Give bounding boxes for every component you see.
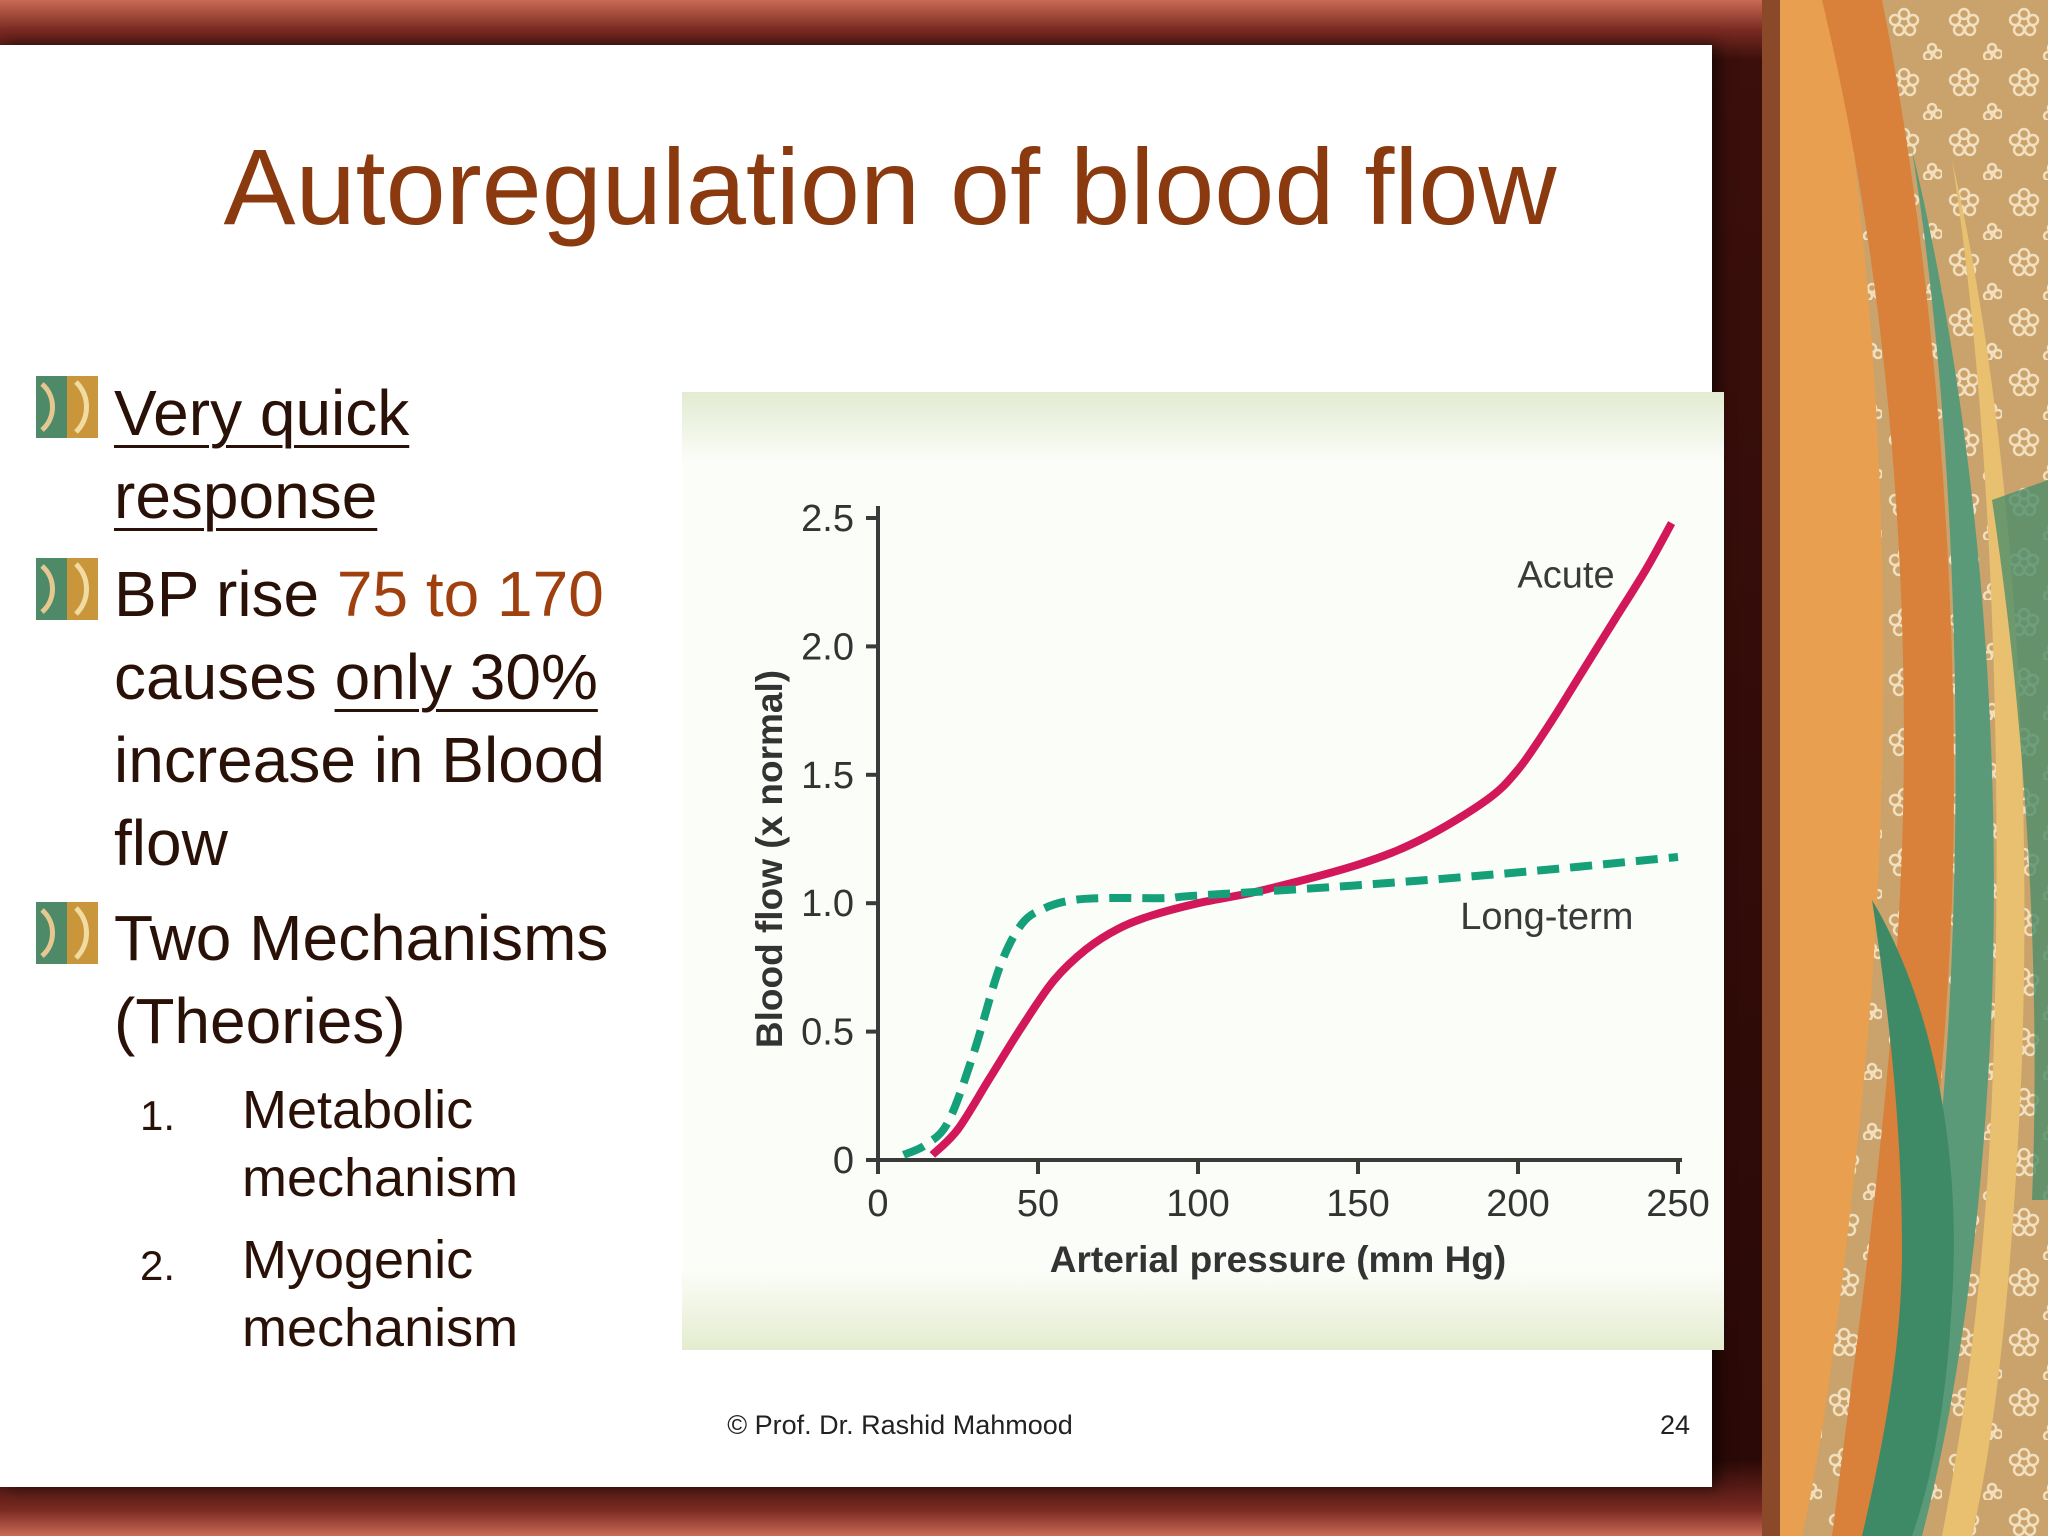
bullet-3-line-1: Two Mechanisms bbox=[114, 902, 609, 974]
acute-series-line bbox=[929, 521, 1676, 1158]
page-number: 24 bbox=[1659, 1410, 1690, 1440]
long-term-series-line bbox=[901, 853, 1679, 1159]
x-tick-label: 250 bbox=[1646, 1183, 1709, 1225]
x-axis-label: Arterial pressure (mm Hg) bbox=[1050, 1239, 1506, 1280]
y-tick-label: 2.5 bbox=[801, 498, 854, 540]
sub-item-2-line-2: mechanism bbox=[242, 1298, 519, 1358]
chart-panel: 0 0.5 1.0 1.5 2.0 2.5 0 50 100 150 200 250 Arterial … bbox=[682, 392, 1724, 1350]
sub-item-1-number: 1. bbox=[140, 1092, 176, 1139]
footer-copyright: © Prof. Dr. Rashid Mahmood bbox=[727, 1410, 1073, 1440]
x-tick-label: 0 bbox=[867, 1183, 888, 1225]
bullet-2-line-2: causes only 30% bbox=[114, 636, 598, 719]
bullet-marker-icon bbox=[36, 902, 98, 964]
bullet-1-line-1: Very quick bbox=[114, 377, 410, 449]
slide-title: Autoregulation of blood flow bbox=[223, 126, 1557, 247]
x-tick-label: 100 bbox=[1166, 1183, 1229, 1225]
y-tick-label: 1.0 bbox=[801, 883, 854, 925]
bullet-marker-icon bbox=[36, 558, 98, 620]
acute-series-label: Acute bbox=[1517, 554, 1614, 596]
bullet-2-line-3: increase in Blood bbox=[114, 724, 605, 796]
sub-item-1-line-1: Metabolic bbox=[242, 1080, 474, 1140]
sub-item-1-line-2: mechanism bbox=[242, 1148, 519, 1208]
y-axis-label: Blood flow (x normal) bbox=[749, 670, 790, 1048]
bullet-marker-icon bbox=[36, 376, 98, 438]
long-term-series-label: Long-term bbox=[1460, 896, 1633, 938]
bullet-2-highlight: 75 to 170 bbox=[336, 558, 604, 630]
x-tick-label: 50 bbox=[1017, 1183, 1059, 1225]
y-tick-label: 1.5 bbox=[801, 755, 854, 797]
bullet-2-line-1: BP rise 75 to 170 bbox=[114, 553, 604, 636]
sub-item-2-number: 2. bbox=[140, 1242, 176, 1289]
bullet-2-underlined: only 30% bbox=[334, 641, 598, 713]
x-tick-label: 200 bbox=[1486, 1183, 1549, 1225]
blood-flow-chart: 0 0.5 1.0 1.5 2.0 2.5 0 50 100 150 200 250 Arterial … bbox=[749, 498, 1710, 1280]
y-tick-label: 0.5 bbox=[801, 1012, 854, 1054]
y-tick-label: 2.0 bbox=[801, 626, 854, 668]
x-tick-label: 150 bbox=[1326, 1183, 1389, 1225]
bullet-1-line-2: response bbox=[114, 460, 378, 532]
bullet-3-line-2: (Theories) bbox=[114, 985, 406, 1057]
y-tick-label: 0 bbox=[833, 1140, 854, 1182]
decorative-border bbox=[1762, 0, 2048, 1536]
bullet-2-text: BP rise bbox=[114, 558, 337, 630]
bullet-2-line-4: flow bbox=[114, 807, 228, 879]
bullet-2-text: causes bbox=[114, 641, 335, 713]
sub-item-2-line-1: Myogenic bbox=[242, 1230, 474, 1290]
